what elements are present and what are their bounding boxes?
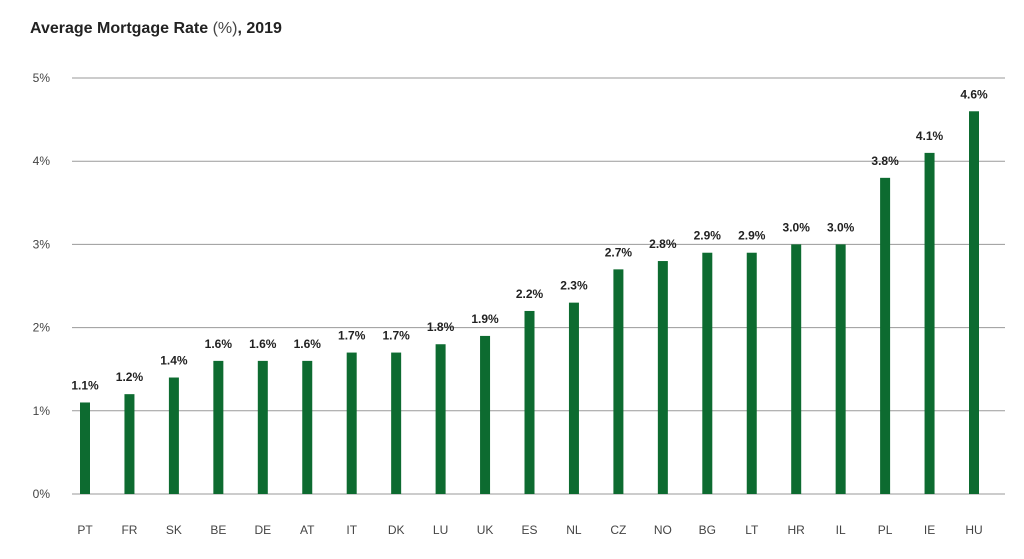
data-label: 2.3% — [560, 279, 588, 293]
data-label: 2.7% — [605, 245, 633, 259]
y-tick-label: 2% — [33, 321, 51, 335]
x-tick-label: CZ — [610, 523, 626, 537]
chart-title-suffix: , 2019 — [237, 20, 282, 37]
bar — [391, 352, 402, 494]
x-tick-label: DE — [254, 523, 271, 537]
data-label: 2.2% — [516, 287, 544, 301]
chart-title-main: Average Mortgage Rate — [30, 20, 209, 37]
data-label: 1.2% — [116, 370, 144, 384]
data-label: 3.0% — [783, 220, 811, 234]
x-axis-ticks: PT FR SK BE DE AT IT DK LU UK ES NL CZ NO BG LT HR IL PL IE… — [77, 523, 982, 537]
bar — [346, 352, 357, 494]
data-label: 4.1% — [916, 129, 944, 143]
x-tick-label: PL — [878, 523, 893, 537]
bar — [435, 344, 446, 494]
bar — [969, 111, 979, 494]
y-tick-label: 3% — [33, 237, 51, 251]
bar — [613, 269, 624, 494]
bar — [924, 152, 935, 494]
gridlines — [72, 77, 1005, 495]
bar — [302, 360, 313, 494]
x-tick-label: BE — [210, 523, 226, 537]
x-tick-label: SK — [166, 523, 182, 537]
data-label: 1.8% — [427, 320, 455, 334]
y-tick-label: 5% — [33, 71, 51, 85]
chart-title-unit: (%) — [208, 20, 238, 37]
x-tick-label: IT — [346, 523, 357, 537]
bar — [746, 252, 757, 494]
data-label: 2.9% — [694, 229, 722, 243]
x-tick-label: ES — [521, 523, 537, 537]
data-label: 4.6% — [960, 87, 988, 101]
data-label: 1.9% — [471, 312, 499, 326]
bar — [835, 244, 846, 494]
data-label: 1.4% — [160, 354, 188, 368]
chart-title: Average Mortgage Rate (%), 2019 — [30, 20, 282, 38]
x-tick-label: UK — [477, 523, 494, 537]
x-tick-label: HR — [788, 523, 806, 537]
data-label: 1.1% — [71, 378, 99, 392]
x-tick-label: PT — [77, 523, 93, 537]
y-tick-label: 1% — [33, 404, 51, 418]
y-axis-ticks: 0% 1% 2% 3% 4% 5% — [33, 71, 51, 501]
x-tick-label: LT — [745, 523, 759, 537]
bar — [80, 402, 90, 494]
data-label: 1.6% — [294, 337, 322, 351]
bar — [568, 302, 579, 494]
data-labels: 1.1% 1.2% 1.4% 1.6% 1.6% 1.6% 1.7% 1.7% 1.8% 1.9%… — [71, 87, 988, 392]
bar — [257, 360, 268, 494]
bar — [124, 394, 135, 494]
x-tick-label: BG — [699, 523, 716, 537]
data-label: 1.7% — [338, 329, 366, 343]
x-tick-label: NL — [566, 523, 582, 537]
y-tick-label: 0% — [33, 487, 51, 501]
bar — [880, 177, 891, 494]
x-tick-label: FR — [121, 523, 137, 537]
data-label: 1.6% — [249, 337, 277, 351]
data-label: 2.8% — [649, 237, 677, 251]
bar — [213, 360, 224, 494]
data-label: 1.7% — [382, 329, 410, 343]
x-tick-label: IE — [924, 523, 935, 537]
x-tick-label: LU — [433, 523, 448, 537]
x-tick-label: NO — [654, 523, 672, 537]
x-tick-label: DK — [388, 523, 405, 537]
data-label: 2.9% — [738, 229, 766, 243]
bar — [702, 252, 713, 494]
bar — [791, 244, 802, 494]
data-label: 3.8% — [871, 154, 899, 168]
bar — [480, 335, 491, 494]
bar — [168, 377, 179, 494]
data-label: 1.6% — [205, 337, 233, 351]
bar — [657, 261, 668, 494]
bars — [80, 111, 979, 494]
bar — [524, 310, 535, 494]
y-tick-label: 4% — [33, 154, 51, 168]
x-tick-label: IL — [836, 523, 846, 537]
x-tick-label: HU — [965, 523, 982, 537]
data-label: 3.0% — [827, 220, 855, 234]
x-tick-label: AT — [300, 523, 315, 537]
